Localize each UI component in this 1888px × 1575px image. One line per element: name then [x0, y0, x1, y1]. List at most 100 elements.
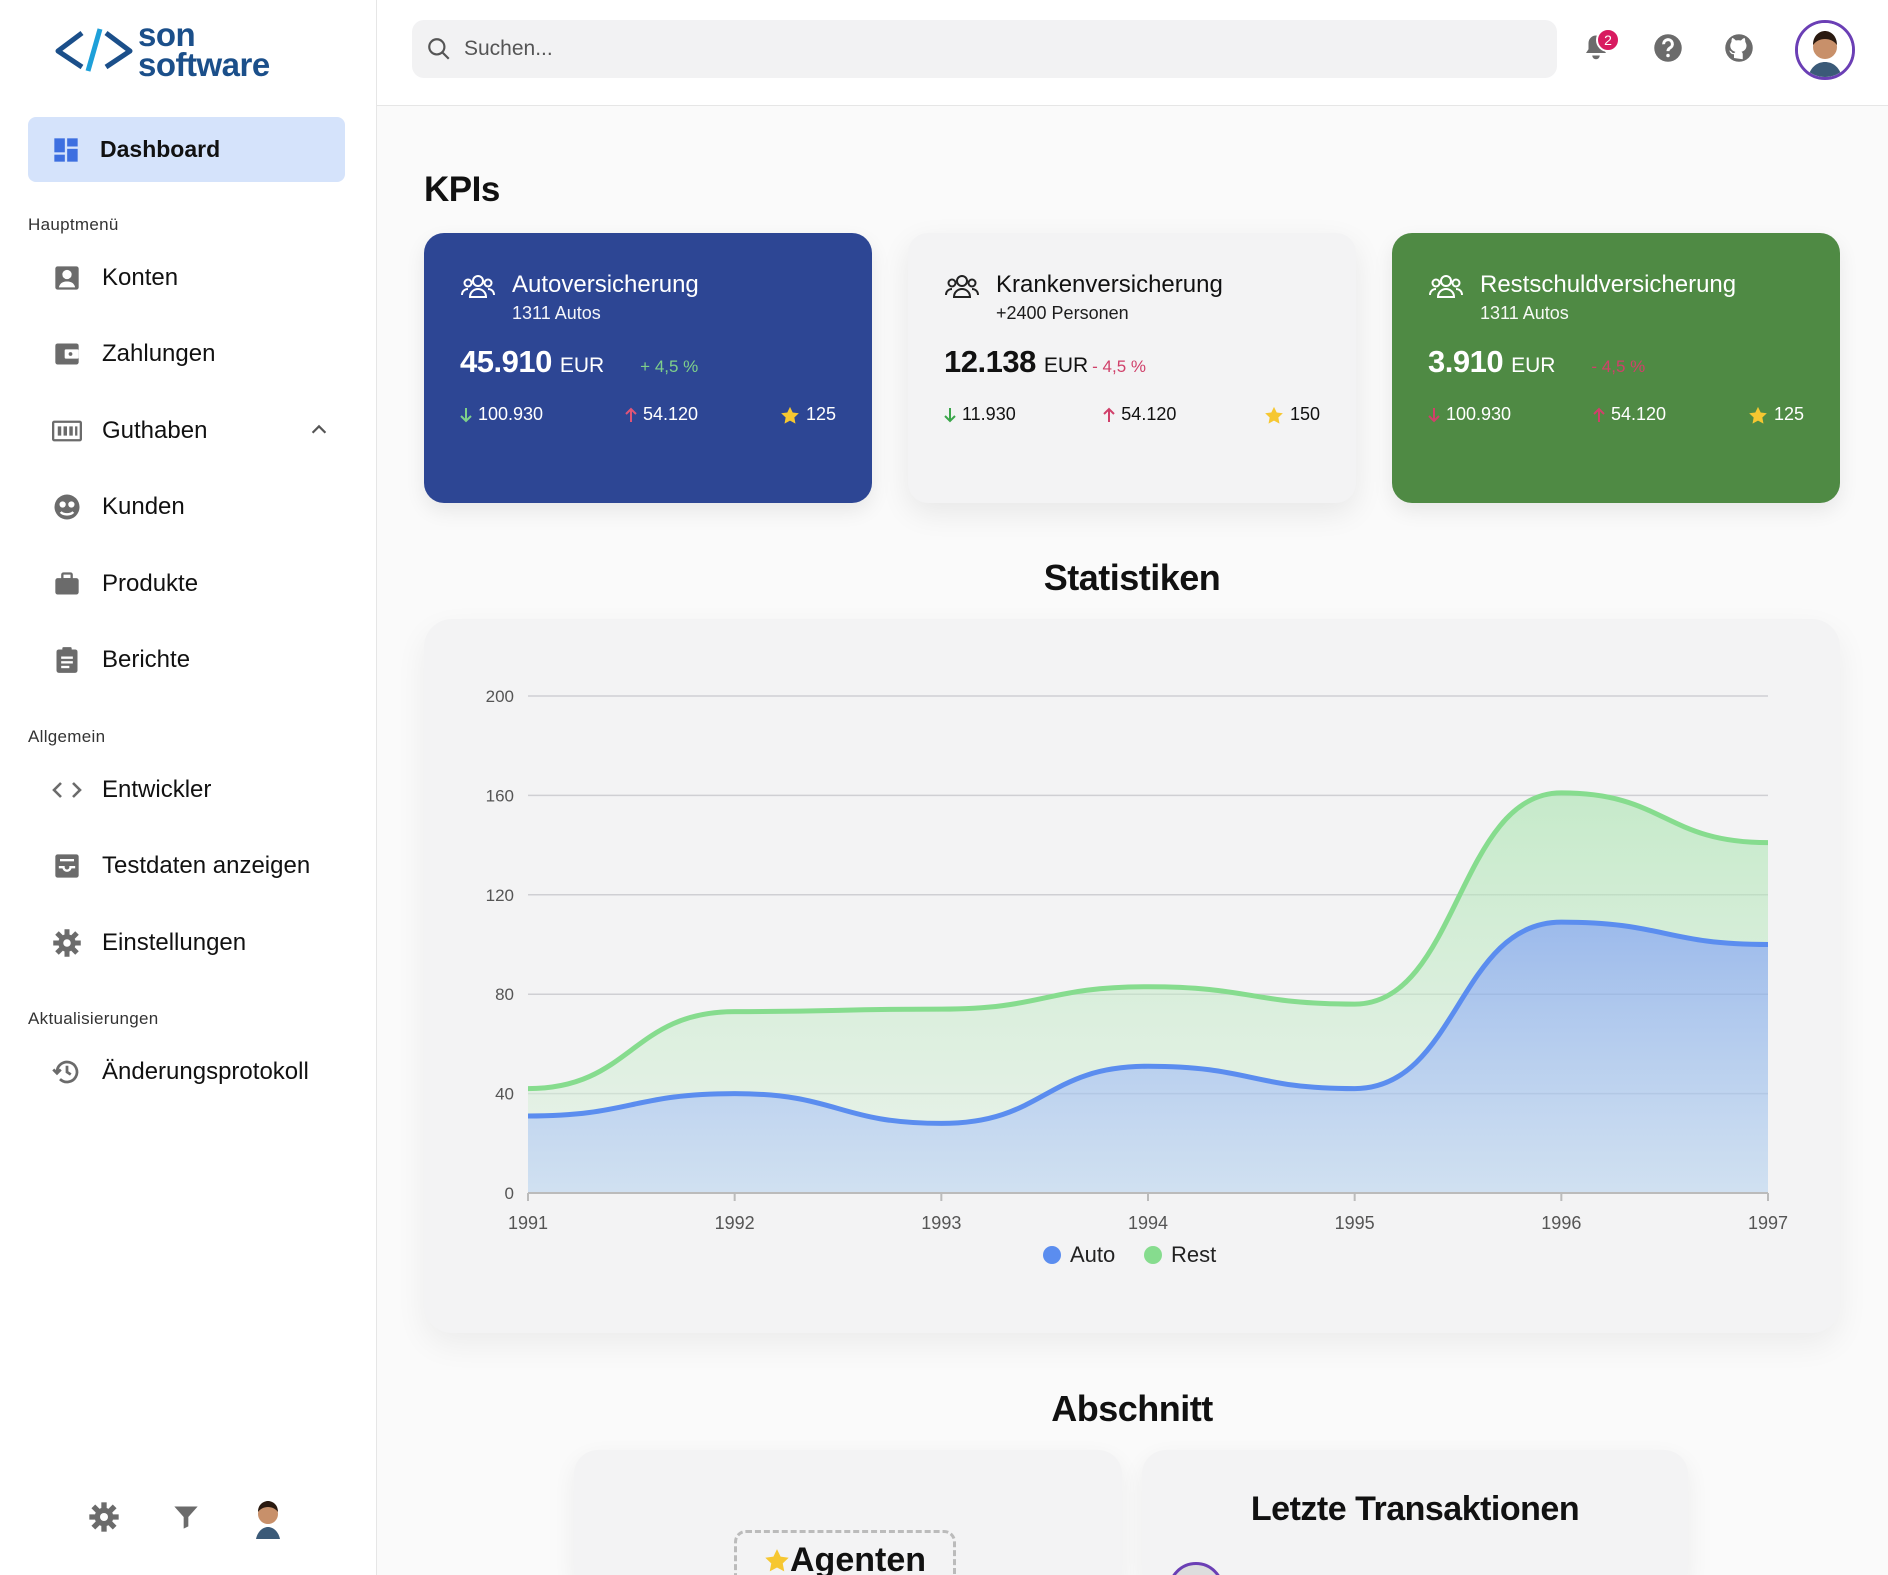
section-allgemein: Allgemein — [28, 727, 106, 746]
nav-konten[interactable]: Konten — [50, 258, 330, 298]
wallet-icon — [50, 337, 84, 371]
kpi-up-stat: 54.120 — [1103, 404, 1176, 425]
agents-card: Agenten — [574, 1450, 1122, 1575]
x-tick-label: 1995 — [1335, 1213, 1375, 1233]
star-icon — [781, 406, 799, 424]
dashboard-icon — [54, 137, 78, 162]
kpi-card-autoversicherung[interactable]: Autoversicherung 1311 Autos 45.910 EUR +… — [424, 233, 872, 503]
kpi-change: - 4,5 % — [1591, 357, 1646, 376]
code-icon — [50, 773, 84, 807]
logo-text: son software — [138, 16, 270, 83]
arrow-up-icon — [1593, 407, 1605, 422]
search-input[interactable] — [464, 37, 1544, 61]
kpi-up-stat: 54.120 — [1593, 404, 1666, 425]
filter-icon[interactable] — [166, 1495, 206, 1539]
nav-einstellungen[interactable]: Einstellungen — [50, 923, 330, 963]
y-tick-label: 80 — [495, 985, 514, 1004]
github-icon — [1725, 34, 1753, 62]
nav-aenderungsprotokoll[interactable]: Änderungsprotokoll — [50, 1052, 330, 1092]
kpi-value: 45.910 — [460, 344, 552, 379]
help-icon — [1654, 34, 1682, 62]
nav-konten-label: Konten — [102, 264, 179, 291]
nav-guthaben[interactable]: Guthaben — [50, 411, 330, 451]
kpi-up-value: 54.120 — [642, 404, 699, 424]
kpi-subtitle: 1311 Autos — [1480, 303, 1569, 323]
y-tick-label: 40 — [495, 1085, 514, 1104]
legend-label[interactable]: Auto — [1070, 1242, 1115, 1267]
arrow-down-icon — [944, 407, 956, 422]
area-auto — [528, 922, 1768, 1193]
kpi-value: 3.910 — [1428, 344, 1504, 379]
x-tick-label: 1996 — [1541, 1213, 1581, 1233]
notification-badge: 2 — [1596, 28, 1620, 52]
user-avatar[interactable] — [1795, 20, 1855, 80]
transaction-avatar — [1168, 1562, 1224, 1575]
nav-produkte[interactable]: Produkte — [50, 564, 330, 604]
transactions-title: Letzte Transaktionen — [1250, 1490, 1580, 1528]
area-chart[interactable]: 0 40 80 120 160 200 1991 1992 1993 1994 1995 1996 1… — [424, 619, 1840, 1333]
kpi-stars-value: 125 — [1773, 404, 1804, 424]
nav-dashboard[interactable]: Dashboard — [28, 117, 345, 182]
arrow-up-icon — [1103, 407, 1116, 422]
nav-berichte-label: Berichte — [102, 646, 191, 673]
company-logo[interactable]: son software — [52, 16, 270, 83]
agents-label: Agenten — [790, 1540, 926, 1575]
x-tick-label: 1994 — [1128, 1213, 1168, 1233]
agents-pill[interactable]: Agenten — [734, 1530, 956, 1575]
kpi-value: 12.138 — [944, 344, 1036, 379]
nav-produkte-label: Produkte — [102, 570, 199, 597]
kpi-stars-stat: 125 — [1748, 404, 1804, 425]
balance-icon — [50, 414, 84, 448]
inbox-icon — [50, 849, 84, 883]
kpi-card-restschuldversicherung[interactable]: Restschuldversicherung 1311 Autos 3.910 … — [1392, 233, 1840, 503]
logo-line2: software — [138, 46, 270, 83]
x-tick-label: 1993 — [921, 1213, 961, 1233]
kpi-title: Autoversicherung — [512, 271, 699, 298]
kpis-title: KPIs — [424, 170, 500, 209]
sidebar-avatar[interactable] — [246, 1495, 290, 1539]
search-icon — [428, 38, 450, 60]
nav-guthaben-label: Guthaben — [102, 417, 208, 444]
kpi-up-value: 54.120 — [1610, 404, 1667, 424]
nav-einstellungen-label: Einstellungen — [102, 929, 247, 956]
chevron-up-icon[interactable] — [308, 419, 330, 446]
nav-entwickler[interactable]: Entwickler — [50, 770, 330, 810]
y-tick-label: 160 — [486, 786, 514, 805]
settings-gear-icon[interactable] — [84, 1495, 124, 1539]
kpi-stars-stat: 125 — [780, 404, 836, 425]
kpi-change: + 4,5 % — [640, 357, 699, 376]
nav-berichte[interactable]: Berichte — [50, 640, 330, 680]
transactions-card: Letzte Transaktionen — [1142, 1450, 1688, 1575]
group-icon — [945, 275, 979, 298]
kpi-stars-stat: 150 — [1264, 404, 1320, 425]
kpi-card-krankenversicherung[interactable]: Krankenversicherung +2400 Personen 12.13… — [908, 233, 1356, 503]
gear-icon — [50, 926, 84, 960]
kpi-down-value: 100.930 — [1446, 404, 1512, 424]
statistics-chart-card: 0 40 80 120 160 200 1991 1992 1993 1994 1995 1996 1… — [424, 619, 1840, 1333]
nav-zahlungen-label: Zahlungen — [102, 340, 216, 367]
nav-testdaten[interactable]: Testdaten anzeigen — [50, 846, 330, 886]
clipboard-icon — [50, 643, 84, 677]
nav-kunden[interactable]: Kunden — [50, 487, 330, 527]
line-rest[interactable] — [527, 790, 1769, 1092]
arrow-down-icon — [1428, 407, 1440, 422]
kpi-subtitle: 1311 Autos — [512, 303, 601, 323]
y-tick-label: 200 — [486, 687, 514, 706]
nav-testdaten-label: Testdaten anzeigen — [102, 852, 311, 879]
notifications-button[interactable]: 2 — [1578, 28, 1620, 66]
section-title: Abschnitt — [1051, 1388, 1213, 1429]
logo-line1: son — [138, 16, 196, 53]
line-auto[interactable] — [527, 919, 1769, 1126]
kpi-change: - 4,5 % — [1092, 357, 1147, 376]
nav-zahlungen[interactable]: Zahlungen — [50, 334, 330, 374]
section-aktualisierungen: Aktualisierungen — [28, 1009, 159, 1028]
search-bar[interactable] — [412, 20, 1557, 78]
legend-label[interactable]: Rest — [1171, 1242, 1216, 1267]
star-icon — [1749, 406, 1767, 424]
github-button[interactable] — [1721, 30, 1757, 66]
legend-marker — [1043, 1246, 1061, 1264]
kpi-subtitle: +2400 Personen — [996, 303, 1129, 323]
kpi-down-value: 100.930 — [478, 404, 544, 424]
star-icon — [1265, 406, 1283, 424]
help-button[interactable] — [1650, 30, 1686, 66]
